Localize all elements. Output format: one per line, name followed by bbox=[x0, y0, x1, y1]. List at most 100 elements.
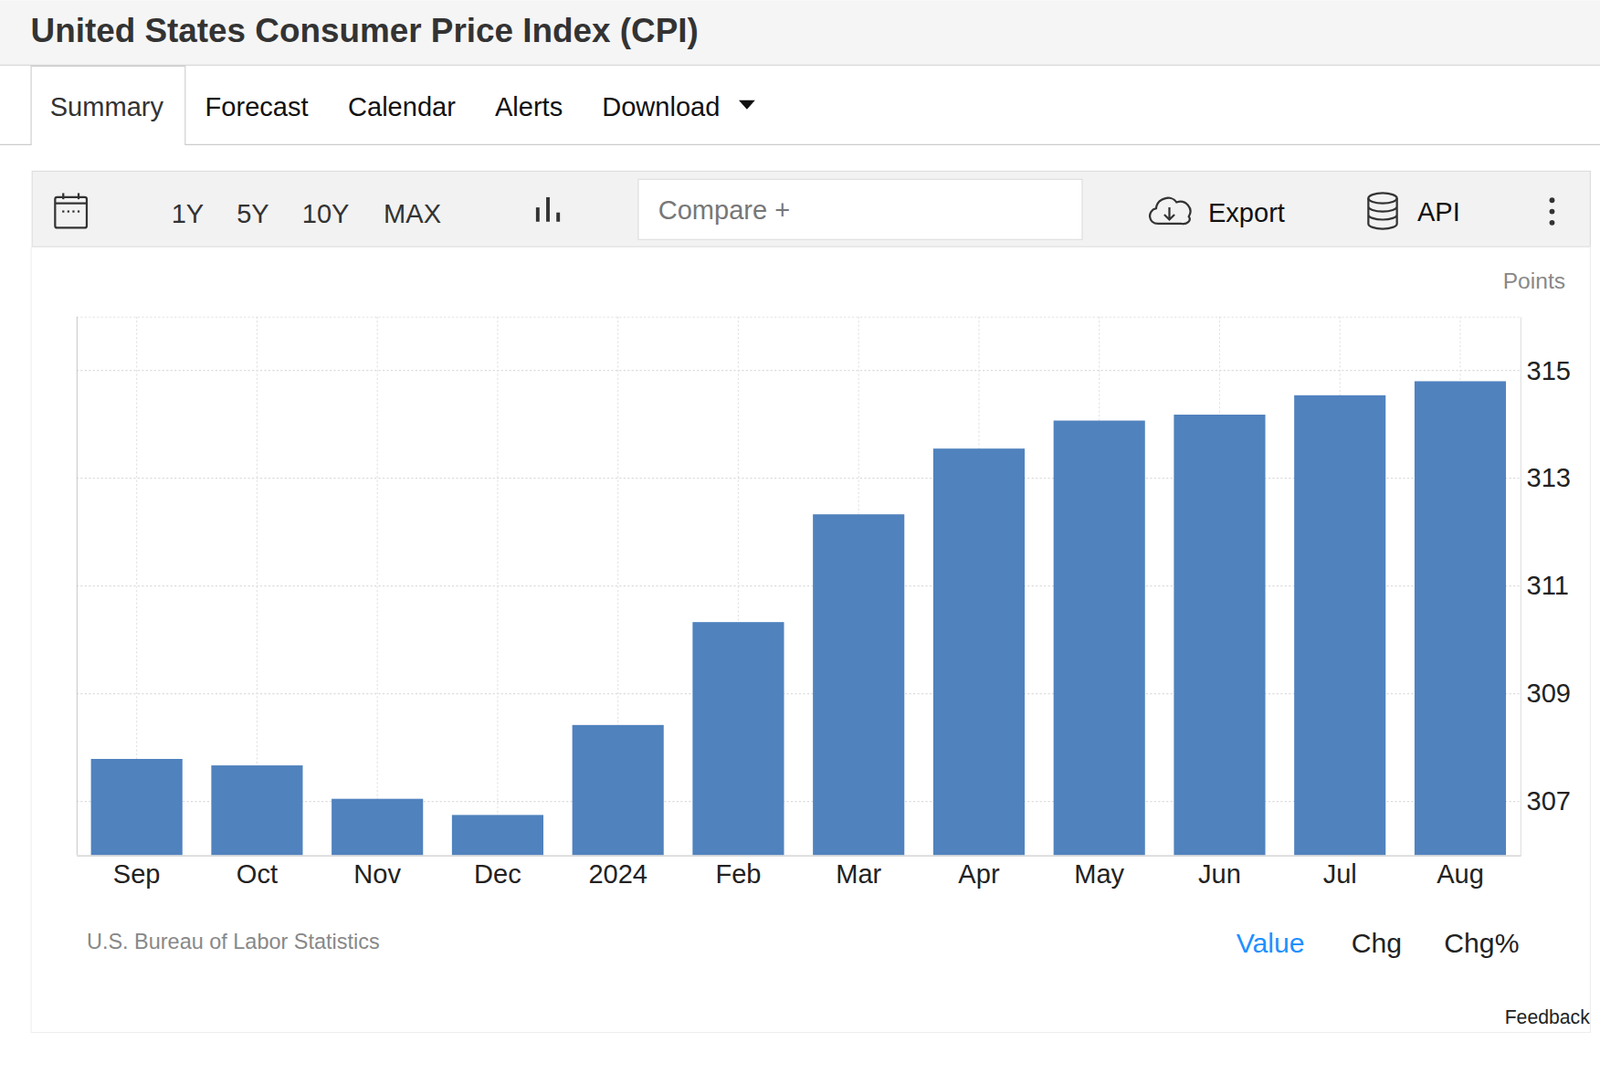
toolbar-bg bbox=[31, 170, 1590, 247]
bar[interactable] bbox=[1053, 421, 1146, 856]
export-button[interactable]: Export bbox=[1208, 198, 1285, 228]
compare-input[interactable]: Compare + bbox=[658, 196, 791, 226]
x-tick-label: Dec bbox=[473, 859, 522, 889]
toolbar: 1Y 5Y 10Y MAX Compare + Export API bbox=[31, 170, 1590, 247]
source: U.S. Bureau of Labor Statistics bbox=[86, 929, 380, 954]
y-tick-label: 309 bbox=[1526, 678, 1571, 708]
chart-type-icon[interactable] bbox=[537, 197, 558, 222]
api-icon[interactable] bbox=[1368, 192, 1397, 229]
feedback-link[interactable]: Feedback bbox=[1505, 1006, 1591, 1028]
api-icon-body bbox=[1368, 198, 1397, 230]
y-tick-label: 307 bbox=[1526, 786, 1571, 816]
y-tick-label: 315 bbox=[1526, 356, 1571, 386]
grid-line-vertical bbox=[377, 316, 379, 856]
calendar-icon-body bbox=[54, 197, 87, 229]
export-icon-arrow bbox=[1164, 207, 1175, 220]
view-toggle[interactable]: Chg% bbox=[1443, 927, 1519, 958]
bar[interactable] bbox=[331, 799, 423, 856]
bars bbox=[91, 380, 1506, 855]
x-tick: Aug bbox=[1436, 855, 1485, 890]
view-toggle[interactable]: Value bbox=[1236, 927, 1306, 958]
y-axis-line bbox=[1520, 316, 1522, 856]
x-tick: Sep bbox=[113, 855, 161, 890]
bar[interactable] bbox=[572, 725, 664, 856]
bar[interactable] bbox=[692, 621, 784, 855]
y-tick: 315 bbox=[1520, 356, 1571, 386]
grid-line bbox=[76, 369, 1521, 371]
tab[interactable]: Forecast bbox=[205, 92, 309, 122]
api-icon-top bbox=[1368, 192, 1397, 203]
x-tick-label: Jul bbox=[1323, 859, 1358, 889]
plot-frame-left bbox=[76, 316, 78, 856]
calendar-icon-bar bbox=[54, 202, 87, 205]
x-tick: Apr bbox=[957, 855, 1000, 890]
chart-type-icon-bar bbox=[536, 207, 540, 222]
more-menu-dot[interactable] bbox=[1549, 220, 1556, 226]
x-tick: Feb bbox=[715, 855, 761, 890]
x-tick-label: Aug bbox=[1436, 859, 1485, 889]
background bbox=[0, 0, 1600, 1074]
bar[interactable] bbox=[933, 448, 1025, 855]
x-tick-label: Nov bbox=[353, 859, 401, 889]
x-tick-label: Jun bbox=[1198, 859, 1242, 889]
bar[interactable] bbox=[91, 758, 183, 856]
y-tick: 307 bbox=[1520, 786, 1571, 816]
y-tick: 309 bbox=[1520, 678, 1571, 708]
x-tick-label: Mar bbox=[835, 859, 882, 889]
calendar-icon-ring bbox=[77, 192, 80, 200]
x-tick-label: Oct bbox=[236, 859, 278, 889]
calendar-icon-dot bbox=[77, 210, 80, 212]
y-tick-label: 311 bbox=[1526, 570, 1569, 600]
range-button[interactable]: 1Y bbox=[171, 199, 205, 229]
chart-panel-border bbox=[31, 246, 1590, 1033]
x-tick: 2024 bbox=[588, 855, 648, 890]
tab[interactable]: Summary bbox=[50, 92, 165, 122]
bar[interactable] bbox=[452, 814, 544, 855]
range-button[interactable]: 5Y bbox=[236, 199, 270, 229]
bar[interactable] bbox=[210, 765, 303, 856]
tab[interactable]: Alerts bbox=[494, 92, 563, 122]
bar[interactable] bbox=[1173, 414, 1265, 856]
grid-line-vertical bbox=[496, 316, 498, 856]
x-tick-label: May bbox=[1073, 859, 1125, 889]
title-bar bbox=[0, 0, 1600, 64]
chart-type-icon-bar bbox=[556, 212, 560, 222]
bar[interactable] bbox=[812, 514, 905, 855]
y-axis: 307 309 311 313 315 bbox=[1520, 316, 1571, 856]
y-tick-label: 313 bbox=[1526, 463, 1571, 493]
more-menu-dot[interactable] bbox=[1549, 209, 1556, 215]
x-tick: May bbox=[1073, 855, 1125, 890]
x-tick-label: Sep bbox=[113, 859, 161, 889]
tab[interactable]: Download bbox=[601, 92, 720, 122]
x-tick-label: Feb bbox=[715, 859, 761, 889]
tab-border bbox=[0, 65, 1600, 145]
x-axis: Sep Oct Nov Dec 2024 Feb Mar Apr May Jun Jul Aug bbox=[76, 855, 1521, 890]
grid-line-top bbox=[76, 316, 1521, 318]
range-button[interactable]: 10Y bbox=[302, 199, 350, 229]
page: United States Consumer Price Index (CPI)… bbox=[0, 0, 1600, 1074]
tab[interactable]: Calendar bbox=[347, 92, 456, 122]
x-tick: Jun bbox=[1198, 855, 1242, 890]
bar[interactable] bbox=[1294, 395, 1386, 856]
chart-type-icon-bar bbox=[546, 197, 550, 222]
calendar-icon[interactable] bbox=[54, 192, 87, 228]
y-tick: 313 bbox=[1520, 463, 1571, 493]
x-axis-line bbox=[76, 855, 1521, 857]
calendar-icon-dot bbox=[72, 210, 74, 212]
title-bar-border bbox=[0, 64, 1600, 66]
bar[interactable] bbox=[1414, 380, 1506, 855]
title: United States Consumer Price Index (CPI) bbox=[31, 11, 699, 50]
calendar-icon-dot bbox=[67, 210, 70, 212]
x-tick: Dec bbox=[473, 855, 522, 890]
x-tick: Jul bbox=[1323, 855, 1358, 890]
api-button[interactable]: API bbox=[1417, 197, 1461, 227]
y-tick: 311 bbox=[1520, 570, 1569, 600]
x-tick-label: 2024 bbox=[588, 859, 648, 889]
calendar-icon-dot bbox=[62, 210, 64, 212]
range-button[interactable]: MAX bbox=[383, 199, 442, 229]
export-icon[interactable] bbox=[1149, 198, 1190, 224]
view-toggle[interactable]: Chg bbox=[1351, 927, 1402, 958]
more-menu-dot[interactable] bbox=[1549, 197, 1556, 203]
compare-box[interactable] bbox=[638, 178, 1083, 240]
x-tick-label: Apr bbox=[957, 859, 1000, 889]
